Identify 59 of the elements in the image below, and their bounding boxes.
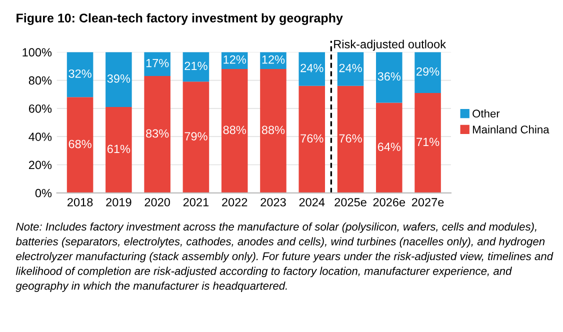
x-tick-label: 2019 xyxy=(106,198,132,206)
legend-label: Other xyxy=(472,109,500,118)
data-label: 24% xyxy=(300,64,324,72)
chart-title: Figure 10: Clean-tech factory investment by geography xyxy=(16,13,343,25)
data-label: 88% xyxy=(223,126,246,134)
data-label: 61% xyxy=(107,144,130,154)
data-label: 12% xyxy=(262,55,285,64)
bar xyxy=(376,102,402,193)
x-tick-label: 2023 xyxy=(260,198,286,206)
x-tick-label: 2021 xyxy=(183,198,209,206)
bar xyxy=(66,97,94,193)
ref-line-label: Risk-adjusted outlook xyxy=(334,40,446,51)
x-tick-label: 2020 xyxy=(144,198,170,206)
x-tick-label: 2024 xyxy=(299,198,325,206)
y-tick-label: 0% xyxy=(35,188,52,198)
data-label: 83% xyxy=(146,129,169,138)
bar xyxy=(414,52,441,93)
data-label: 76% xyxy=(300,134,324,143)
x-tick-label: 2022 xyxy=(222,198,248,206)
data-label: 88% xyxy=(262,126,285,134)
bar xyxy=(337,86,364,193)
data-label: 79% xyxy=(184,132,208,140)
x-tick-label: 2018 xyxy=(68,198,93,206)
bar xyxy=(106,52,132,108)
data-label: 39% xyxy=(107,74,130,83)
legend-label: Mainland China xyxy=(472,125,550,134)
text: Note: Includes factory investment across the manufacture of solar (polysilicon, wafers, cells and modules), batteries (separators, electrolytes, cathodes, anodes and cells), wind turbines (nacelles only), and hydrogen electrolyzer manufacturing (stack assembly only). For future years under the risk-adjusted view, timelines and likelihood of completion are risk-adjusted according to factory location, manufacturer experience, and geography in which the manufacturer is headquartered. xyxy=(16,222,554,292)
bar xyxy=(260,69,286,193)
bar xyxy=(182,82,210,193)
bar xyxy=(298,86,326,193)
y-tick-label: 100% xyxy=(22,48,52,57)
bar xyxy=(376,52,402,103)
data-label: 68% xyxy=(68,140,92,148)
bar xyxy=(106,107,132,193)
bar xyxy=(414,92,441,193)
x-tick-label: 2026e xyxy=(373,198,406,206)
bar xyxy=(66,52,94,98)
data-label: 36% xyxy=(378,72,401,81)
data-label: 32% xyxy=(68,69,92,78)
bar xyxy=(182,52,210,82)
data-label: 12% xyxy=(224,55,246,64)
data-label: 64% xyxy=(378,142,401,152)
bar xyxy=(221,69,248,193)
x-tick-label: 2027e xyxy=(412,198,444,206)
y-tick-label: 60% xyxy=(28,104,52,113)
data-label: 24% xyxy=(339,64,362,72)
data-label: 76% xyxy=(339,134,362,143)
bar xyxy=(337,52,364,86)
bar xyxy=(144,76,170,193)
data-label: 29% xyxy=(416,67,440,76)
bar xyxy=(144,52,170,76)
bar xyxy=(298,52,326,86)
y-tick-label: 80% xyxy=(28,76,52,85)
data-label: 71% xyxy=(416,138,440,146)
data-label: 21% xyxy=(184,62,208,70)
y-tick-label: 40% xyxy=(28,132,52,141)
x-tick-label: 2025e xyxy=(334,198,366,206)
data-label: 17% xyxy=(146,58,169,68)
y-tick-label: 20% xyxy=(28,160,52,170)
